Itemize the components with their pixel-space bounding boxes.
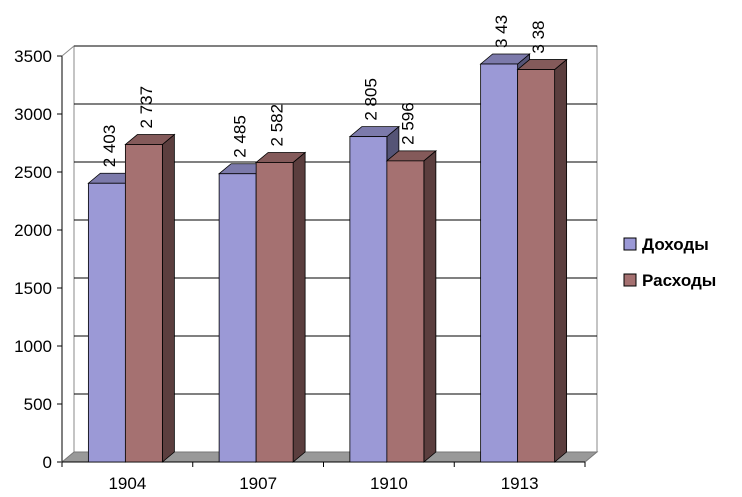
bar-side (423, 150, 437, 463)
x-tick-label: 1913 (501, 474, 539, 493)
x-tick-label: 1907 (239, 474, 277, 493)
value-label: 2 485 (231, 115, 250, 158)
bar (349, 136, 388, 463)
value-label: 2 737 (137, 86, 156, 129)
y-wall-edge (61, 45, 75, 57)
bar (218, 173, 257, 463)
value-label: 3 43 (492, 15, 511, 48)
y-tick-label: 500 (24, 395, 52, 414)
bar-side (161, 133, 175, 463)
bar (255, 162, 294, 463)
bar-side (554, 58, 568, 463)
legend-label: Расходы (642, 271, 716, 290)
y-tick-label: 1000 (14, 337, 52, 356)
y-tick-label: 2500 (14, 163, 52, 182)
bar (517, 69, 556, 463)
bar (480, 63, 519, 463)
bar (386, 160, 425, 463)
y-tick-label: 3500 (14, 47, 52, 66)
value-label: 2 582 (268, 104, 287, 147)
y-tick-label: 2000 (14, 221, 52, 240)
value-label: 2 805 (361, 78, 380, 121)
value-label: 3 38 (529, 20, 548, 53)
x-tick-label: 1904 (108, 474, 146, 493)
y-tick-label: 3000 (14, 105, 52, 124)
y-tick-label: 1500 (14, 279, 52, 298)
legend-swatch (623, 273, 637, 287)
bar (87, 182, 126, 463)
value-label: 2 403 (100, 125, 119, 168)
y-tick-label: 0 (43, 453, 52, 472)
bar-side (292, 151, 306, 463)
legend-label: Доходы (642, 235, 709, 254)
x-tick-label: 1910 (370, 474, 408, 493)
legend-swatch (623, 237, 637, 251)
value-label: 2 596 (398, 102, 417, 145)
bar (124, 144, 163, 463)
